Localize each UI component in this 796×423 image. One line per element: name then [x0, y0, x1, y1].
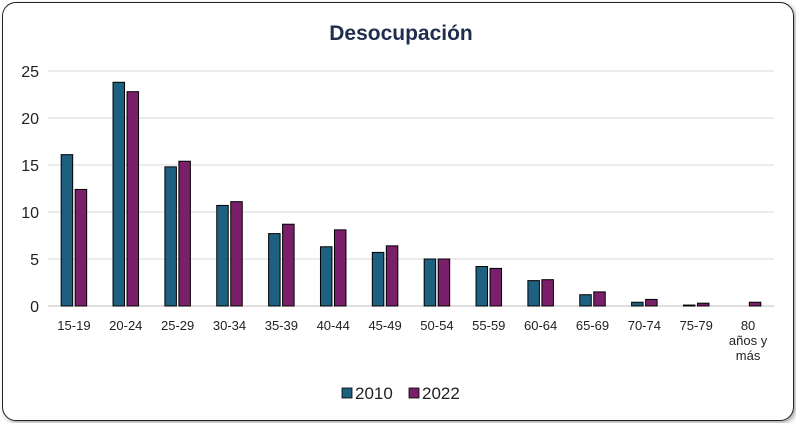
bar-2022-10 — [593, 291, 606, 307]
bar-2010-11 — [631, 301, 644, 307]
x-axis-labels: 15-19 20-24 25-29 30-34 35-39 40-44 45-49 50-54… — [57, 318, 767, 363]
y-tick-label: 20 — [21, 111, 39, 128]
y-tick-label: 10 — [21, 205, 39, 222]
gridlines — [48, 70, 774, 307]
x-tick-label: 60-64 — [524, 318, 557, 333]
bar-2010-4 — [268, 233, 281, 307]
x-tick-label: 70-74 — [628, 318, 661, 333]
bar-2022-0 — [74, 188, 88, 307]
chart-title: Desocupación — [329, 22, 473, 45]
x-tick-label-line: 60-64 — [524, 318, 557, 333]
bar-2010-12 — [682, 304, 696, 307]
bar-2010-5 — [319, 246, 333, 307]
bar-2022-2 — [178, 160, 191, 307]
legend-swatch-2010 — [341, 387, 353, 399]
bar-2010-3 — [216, 204, 229, 307]
bar-2010-8 — [475, 266, 489, 307]
bar-2022-1 — [126, 91, 140, 307]
bar-2022-4 — [282, 223, 295, 307]
x-tick-label-line: 80 — [741, 318, 755, 333]
x-tick-label-line: 30-34 — [213, 318, 246, 333]
x-tick-label-line: 15-19 — [57, 318, 90, 333]
x-tick-label: 35-39 — [265, 318, 298, 333]
legend: 2010 2022 — [341, 384, 460, 403]
bar-2022-6 — [385, 245, 399, 307]
bar-2022-9 — [541, 279, 554, 307]
x-tick-label-line: 75-79 — [680, 318, 713, 333]
bar-2010-1 — [112, 81, 126, 307]
y-tick-label: 25 — [21, 64, 39, 81]
bar-2010-6 — [371, 251, 385, 307]
y-tick-label: 15 — [21, 158, 39, 175]
legend-swatch-2022 — [408, 387, 420, 399]
bar-2010-2 — [164, 166, 177, 307]
bars — [60, 81, 762, 307]
x-tick-label-line: 35-39 — [265, 318, 298, 333]
bar-2010-9 — [527, 280, 540, 307]
bar-2022-5 — [333, 229, 347, 307]
x-tick-label-line: 40-44 — [317, 318, 350, 333]
x-tick-label-line: 50-54 — [420, 318, 453, 333]
x-tick-label: 75-79 — [680, 318, 713, 333]
bar-2022-3 — [230, 201, 243, 307]
x-tick-label-line: 45-49 — [368, 318, 401, 333]
bar-chart: Desocupación 0 5 10 15 20 25 15-19 20-24 25-29 3… — [21, 22, 774, 403]
x-tick-label: 15-19 — [57, 318, 90, 333]
x-tick-label-line: 20-24 — [109, 318, 142, 333]
x-tick-label-line: 70-74 — [628, 318, 661, 333]
bar-2022-7 — [437, 258, 451, 307]
x-tick-label-line: 65-69 — [576, 318, 609, 333]
y-tick-label: 0 — [30, 299, 39, 316]
bar-2022-12 — [696, 302, 710, 307]
x-tick-label-line: 25-29 — [161, 318, 194, 333]
x-tick-label: 40-44 — [317, 318, 350, 333]
x-tick-label: 45-49 — [368, 318, 401, 333]
bar-2022-8 — [489, 267, 503, 307]
bar-2022-11 — [645, 298, 658, 307]
bar-2022-13 — [748, 301, 762, 307]
x-tick-label-line: años y — [729, 333, 768, 348]
x-tick-label: 30-34 — [213, 318, 246, 333]
bar-2010-0 — [60, 154, 74, 307]
x-tick-label: 65-69 — [576, 318, 609, 333]
x-tick-label: 50-54 — [420, 318, 453, 333]
x-tick-label: 55-59 — [472, 318, 505, 333]
y-tick-label: 5 — [30, 252, 39, 269]
x-tick-label: 25-29 — [161, 318, 194, 333]
x-tick-label-line: más — [736, 348, 761, 363]
legend-label: 2022 — [422, 384, 460, 403]
x-tick-label: 20-24 — [109, 318, 142, 333]
x-tick-label-line: 55-59 — [472, 318, 505, 333]
bar-2010-10 — [579, 294, 592, 307]
bar-2010-7 — [423, 258, 437, 307]
x-tick-label: 80 años y más — [729, 318, 768, 363]
y-axis-ticks: 0 5 10 15 20 25 — [21, 64, 39, 316]
legend-label: 2010 — [355, 384, 393, 403]
